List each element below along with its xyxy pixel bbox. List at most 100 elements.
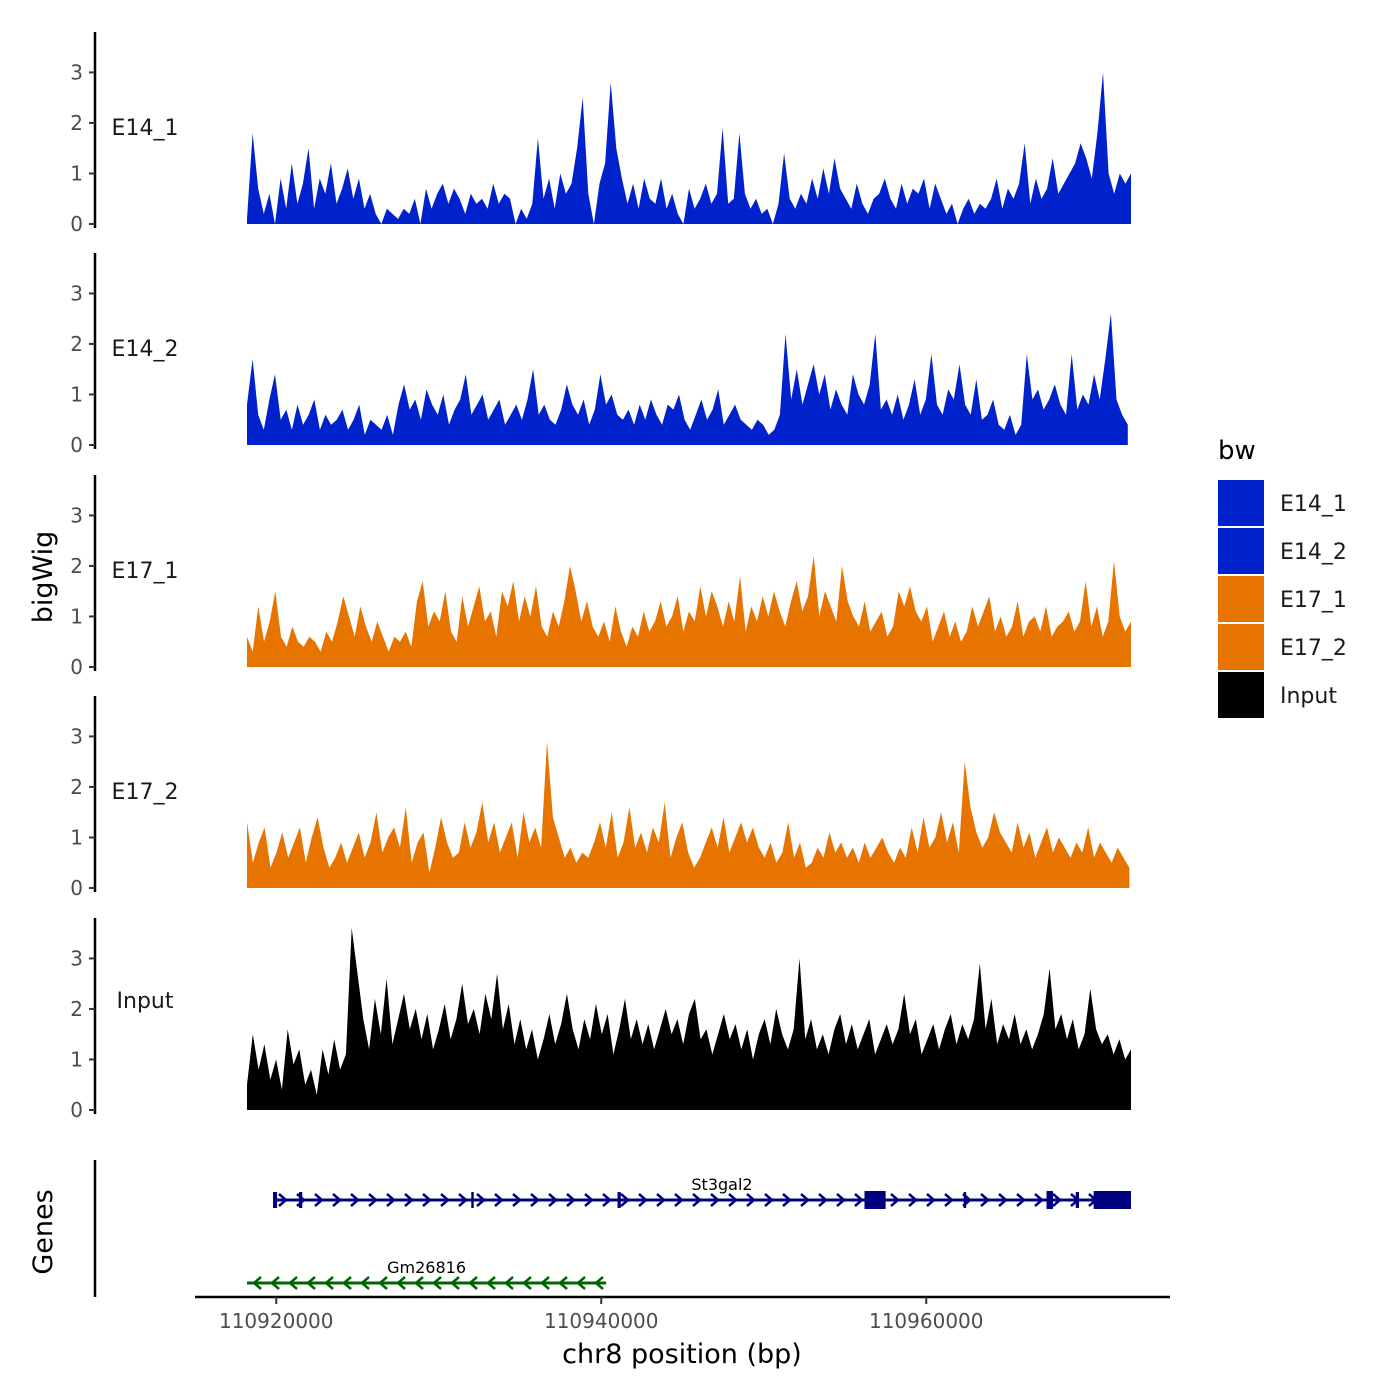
- strand-arrow: [638, 1193, 648, 1207]
- strand-arrow: [620, 1193, 630, 1207]
- strand-arrow: [368, 1193, 378, 1207]
- strand-arrow: [378, 1276, 388, 1290]
- y-tick-label: 0: [70, 212, 83, 236]
- strand-arrow: [656, 1193, 666, 1207]
- y-tick-label: 2: [70, 554, 83, 578]
- strand-arrow: [558, 1276, 568, 1290]
- strand-arrow: [1016, 1193, 1026, 1207]
- strand-arrow: [836, 1193, 846, 1207]
- legend-label: E14_1: [1280, 492, 1347, 517]
- signal-area-E17_1: [247, 555, 1131, 667]
- y-tick-label: 2: [70, 997, 83, 1021]
- strand-arrow: [530, 1193, 540, 1207]
- y-tick-label: 1: [70, 604, 83, 628]
- strand-arrow: [324, 1276, 334, 1290]
- strand-arrow: [414, 1276, 424, 1290]
- legend-label: E14_2: [1280, 540, 1347, 565]
- strand-arrow: [432, 1276, 442, 1290]
- strand-arrow: [576, 1276, 586, 1290]
- strand-arrow: [512, 1193, 522, 1207]
- strand-arrow: [890, 1193, 900, 1207]
- legend-swatch: [1218, 672, 1264, 718]
- y-tick-label: 2: [70, 111, 83, 135]
- strand-arrow: [926, 1193, 936, 1207]
- x-axis-title: chr8 position (bp): [562, 1339, 802, 1370]
- exon: [471, 1192, 474, 1208]
- exon: [1093, 1191, 1131, 1209]
- strand-arrow: [1034, 1193, 1044, 1207]
- strand-arrow: [314, 1193, 324, 1207]
- signal-area-E14_2: [247, 313, 1128, 445]
- strand-arrow: [360, 1276, 370, 1290]
- strand-arrow: [458, 1193, 468, 1207]
- track-label: E14_1: [112, 116, 179, 141]
- strand-arrow: [998, 1193, 1008, 1207]
- strand-arrow: [944, 1193, 954, 1207]
- strand-arrow: [306, 1276, 316, 1290]
- strand-arrow: [422, 1193, 432, 1207]
- gene-St3gal2: St3gal2: [273, 1175, 1131, 1209]
- strand-arrow: [746, 1193, 756, 1207]
- strand-arrow: [800, 1193, 810, 1207]
- strand-arrow: [504, 1276, 514, 1290]
- strand-arrow: [602, 1193, 612, 1207]
- track-E17_1: 0 1 2 3 E17_1: [70, 475, 1131, 679]
- track-E14_2: 0 1 2 3 E14_2: [70, 253, 1128, 457]
- strand-arrow: [278, 1193, 288, 1207]
- strand-arrow: [486, 1276, 496, 1290]
- strand-arrow: [468, 1276, 478, 1290]
- strand-arrow: [476, 1193, 486, 1207]
- strand-arrow: [386, 1193, 396, 1207]
- strand-arrow: [674, 1193, 684, 1207]
- exon: [864, 1191, 886, 1209]
- gene-label: Gm26816: [387, 1258, 466, 1277]
- strand-arrow: [818, 1193, 828, 1207]
- signal-area-Input: [247, 928, 1131, 1110]
- y-tick-label: 2: [70, 775, 83, 799]
- strand-arrow: [548, 1193, 558, 1207]
- strand-arrow: [710, 1193, 720, 1207]
- gene-panel: 110920000 110940000 110960000 St3gal2 Gm2681…: [93, 1160, 1170, 1333]
- strand-arrow: [566, 1193, 576, 1207]
- track-label: Input: [117, 989, 174, 1014]
- strand-arrow: [522, 1276, 532, 1290]
- signal-area-E14_1: [247, 72, 1131, 225]
- strand-arrow: [1052, 1193, 1062, 1207]
- strand-arrow: [854, 1193, 864, 1207]
- legend-label: E17_2: [1280, 636, 1347, 661]
- strand-arrow: [782, 1193, 792, 1207]
- track-label: E14_2: [112, 337, 179, 362]
- exon: [963, 1192, 967, 1208]
- y-tick-label: 0: [70, 876, 83, 900]
- legend-swatch: [1218, 480, 1264, 526]
- legend-swatch: [1218, 624, 1264, 670]
- gene-Gm26816: Gm26816: [247, 1258, 607, 1290]
- strand-arrow: [494, 1193, 504, 1207]
- y-tick-label: 3: [70, 60, 83, 84]
- gene-label: St3gal2: [691, 1175, 752, 1194]
- strand-arrow: [584, 1193, 594, 1207]
- strand-arrow: [404, 1193, 414, 1207]
- exon: [1075, 1192, 1079, 1208]
- track-label: E17_2: [112, 780, 179, 805]
- legend-swatch: [1218, 576, 1264, 622]
- y-tick-label: 1: [70, 825, 83, 849]
- track-E14_1: 0 1 2 3 E14_1: [70, 32, 1131, 236]
- y-tick-label: 3: [70, 281, 83, 305]
- strand-arrow: [764, 1193, 774, 1207]
- signal-area-E17_2: [247, 741, 1130, 888]
- signal-tracks: 0 1 2 3 E14_1 0 1 2 3 E14_2 0 1 2 3 E17_1 0 1 2 3 E17_2 0 1 2 3…: [70, 32, 1131, 1122]
- strand-arrow: [270, 1276, 280, 1290]
- strand-arrow: [692, 1193, 702, 1207]
- exon: [273, 1192, 278, 1208]
- y-tick-label: 3: [70, 724, 83, 748]
- y-tick-label: 1: [70, 382, 83, 406]
- y-tick-label: 3: [70, 503, 83, 527]
- y-tick-label: 0: [70, 433, 83, 457]
- y-tick-label: 2: [70, 332, 83, 356]
- strand-arrow: [350, 1193, 360, 1207]
- y-tick-label: 0: [70, 655, 83, 679]
- strand-arrow: [980, 1193, 990, 1207]
- y-tick-label: 1: [70, 1047, 83, 1071]
